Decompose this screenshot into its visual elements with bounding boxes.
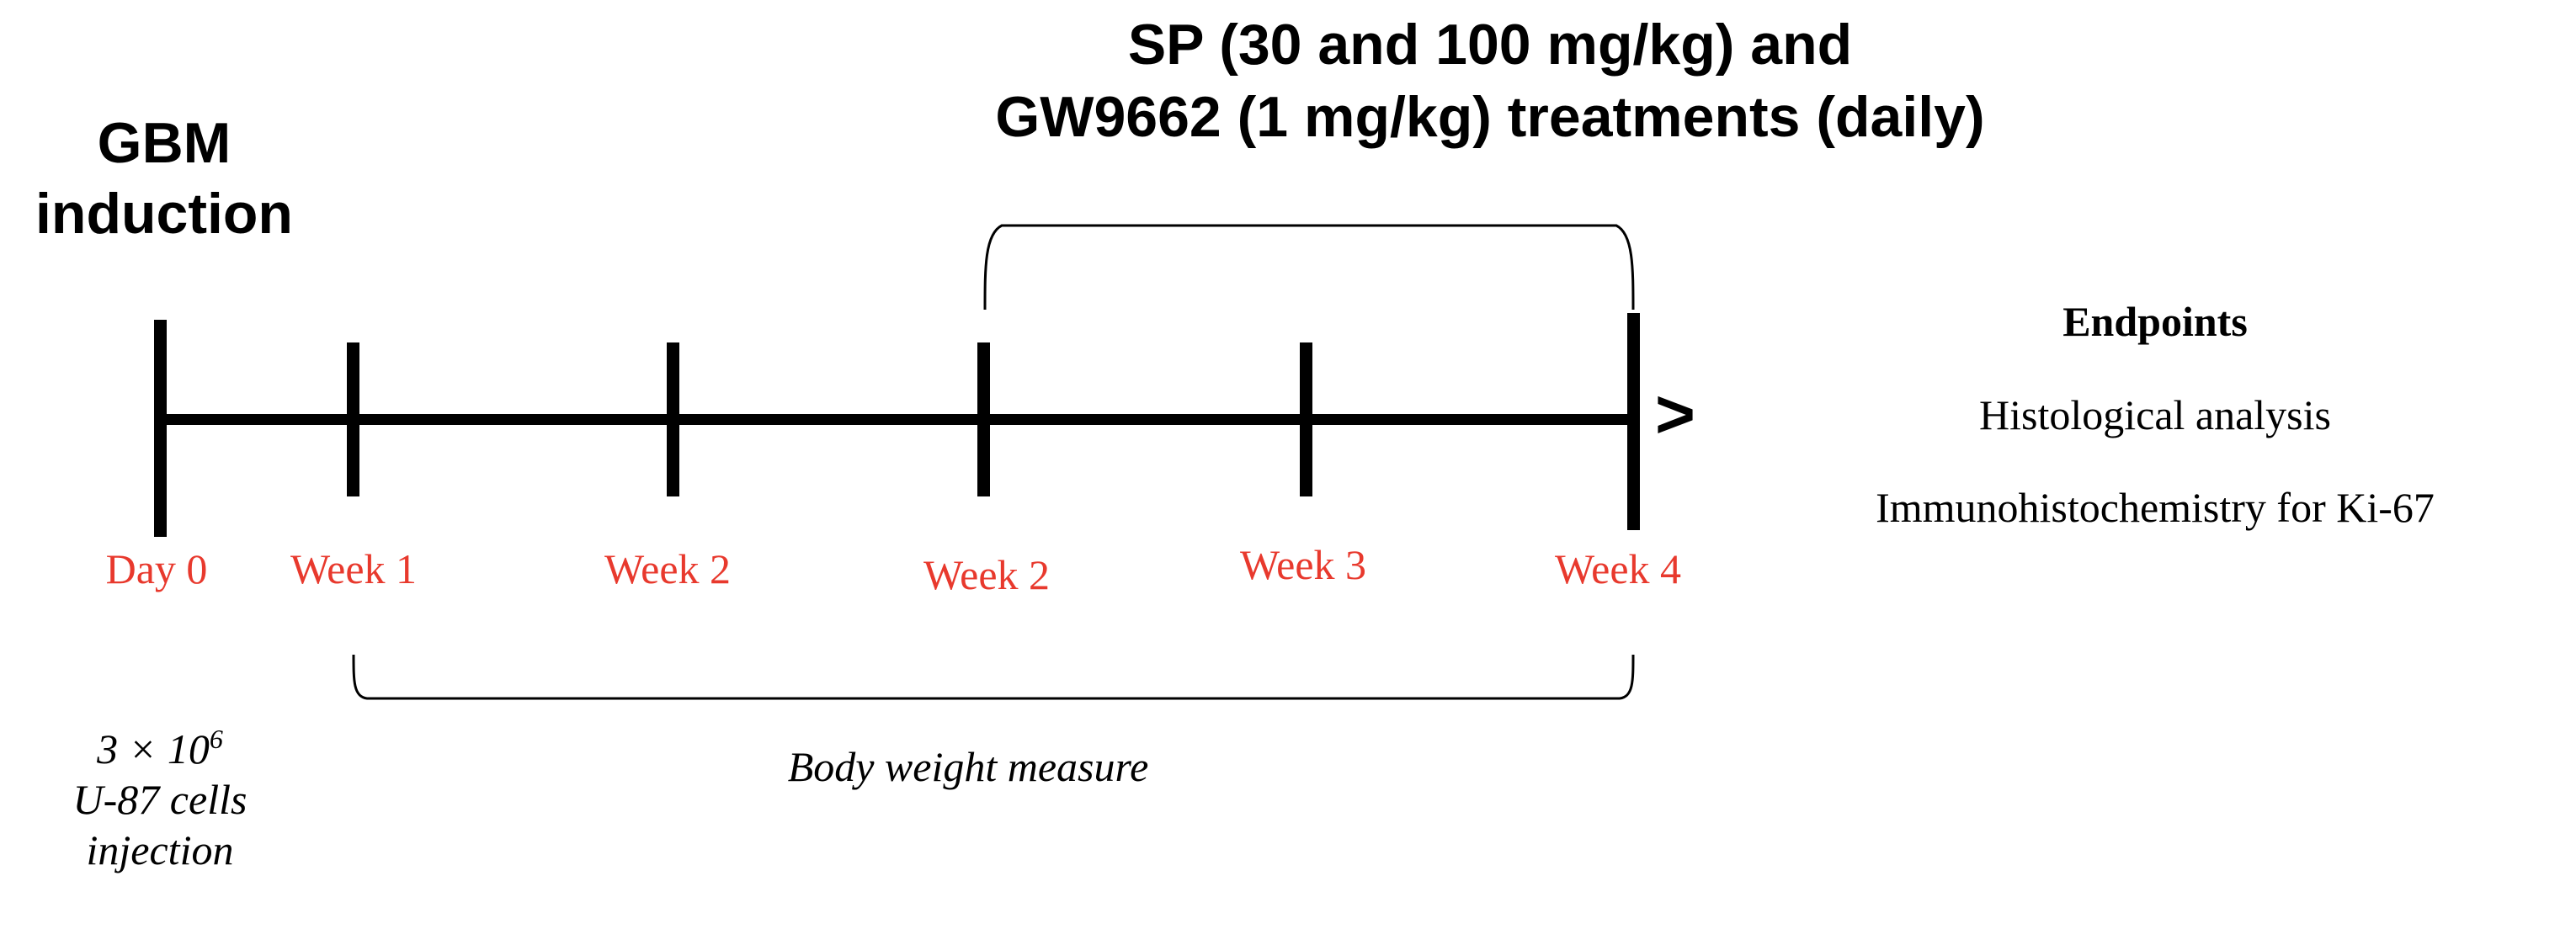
injection-note: 3 × 106 U-87 cells injection bbox=[34, 724, 286, 875]
time-label-week-2a: Week 2 bbox=[604, 545, 732, 592]
injection-dose: 3 × 106 bbox=[34, 724, 286, 774]
tick-week-2a bbox=[667, 342, 679, 496]
treatment-heading: SP (30 and 100 mg/kg) and GW9662 (1 mg/k… bbox=[833, 8, 2147, 153]
time-label-day-0: Day 0 bbox=[105, 545, 208, 592]
tick-week-1 bbox=[347, 342, 359, 496]
gbm-heading-line1: GBM bbox=[97, 111, 232, 175]
tick-day-0 bbox=[154, 320, 167, 537]
gbm-heading-line2: induction bbox=[35, 182, 293, 246]
treatment-heading-line2: GW9662 (1 mg/kg) treatments (daily) bbox=[995, 85, 1985, 149]
body-weight-bracket bbox=[352, 654, 1635, 700]
endpoints-title: Endpoints bbox=[2062, 298, 2248, 345]
treatment-bracket bbox=[983, 224, 1635, 311]
injection-cells: U-87 cells bbox=[72, 776, 247, 823]
time-label-week-1: Week 1 bbox=[290, 545, 418, 592]
timeline-axis bbox=[160, 414, 1638, 425]
time-label-week-4: Week 4 bbox=[1554, 545, 1682, 592]
body-weight-label: Body weight measure bbox=[787, 743, 1149, 790]
tick-week-4 bbox=[1627, 313, 1640, 530]
tick-week-2b bbox=[977, 342, 990, 496]
timeline-arrow-icon: > bbox=[1655, 376, 1695, 453]
injection-word: injection bbox=[86, 826, 234, 873]
gbm-induction-heading: GBM induction bbox=[8, 108, 320, 249]
endpoint-item-ihc: Immunohistochemistry for Ki-67 bbox=[1876, 484, 2435, 531]
injection-dose-base: 3 × 10 bbox=[97, 725, 210, 772]
time-label-week-2b: Week 2 bbox=[923, 551, 1051, 598]
tick-week-3 bbox=[1300, 342, 1312, 496]
injection-dose-exponent: 6 bbox=[209, 724, 223, 754]
treatment-heading-line1: SP (30 and 100 mg/kg) and bbox=[1127, 13, 1853, 77]
endpoint-item-histology: Histological analysis bbox=[1979, 391, 2331, 438]
time-label-week-3: Week 3 bbox=[1239, 541, 1367, 588]
